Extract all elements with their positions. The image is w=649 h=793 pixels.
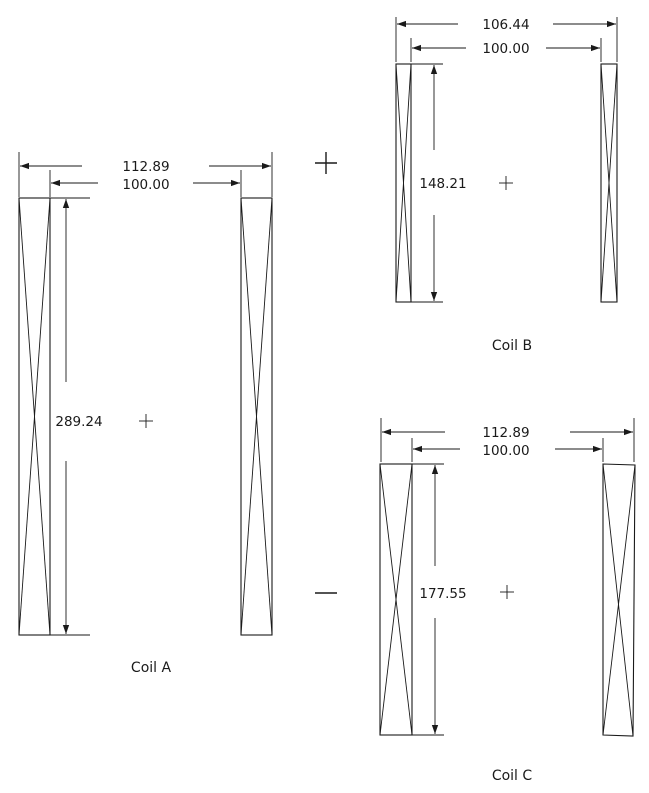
coil-b: 106.44 100.00 148.21 — [395, 17, 618, 354]
coil-c-inner-width-label: 100.00 — [482, 443, 529, 459]
coil-c-left-winding — [379, 463, 413, 736]
coil-a-right-winding — [240, 197, 273, 636]
coil-b-outer-width-dimension: 106.44 — [395, 17, 618, 62]
coil-c-inner-width-dimension: 100.00 — [411, 438, 604, 462]
coil-c-height-label: 177.55 — [419, 586, 466, 602]
plus-operator — [315, 152, 337, 174]
coil-c-outer-width-label: 112.89 — [482, 425, 529, 441]
coil-b-height-dimension: 148.21 — [411, 63, 467, 303]
coil-a-inner-width-label: 100.00 — [122, 177, 169, 193]
coil-b-height-label: 148.21 — [419, 176, 466, 192]
coil-a-height-dimension: 289.24 — [50, 197, 103, 636]
coil-c-height-dimension: 177.55 — [412, 463, 467, 736]
coil-b-center-mark — [499, 176, 513, 190]
coil-c-right-winding — [602, 463, 636, 737]
coil-b-inner-width-dimension: 100.00 — [410, 38, 602, 62]
coil-b-left-winding — [395, 63, 412, 303]
coil-b-outer-width-label: 106.44 — [482, 17, 529, 33]
coil-a-outer-width-dimension: 112.89 — [18, 152, 273, 197]
coil-b-right-winding — [600, 63, 618, 303]
coil-c-caption: Coil C — [492, 768, 533, 784]
coil-a-left-winding — [18, 197, 51, 636]
coil-b-inner-width-label: 100.00 — [482, 41, 529, 57]
coil-b-caption: Coil B — [492, 338, 532, 354]
coil-c-center-mark — [500, 585, 514, 599]
coil-a: 112.89 100.00 289.24 — [18, 152, 273, 676]
coil-a-center-mark — [139, 414, 153, 428]
coil-c-outer-width-dimension: 112.89 — [380, 418, 635, 462]
coil-a-inner-width-dimension: 100.00 — [49, 170, 242, 197]
coil-a-caption: Coil A — [131, 660, 172, 676]
coil-a-height-label: 289.24 — [55, 414, 102, 430]
coil-c: 112.89 100.00 177.55 — [379, 418, 636, 784]
coil-a-outer-width-label: 112.89 — [122, 159, 169, 175]
